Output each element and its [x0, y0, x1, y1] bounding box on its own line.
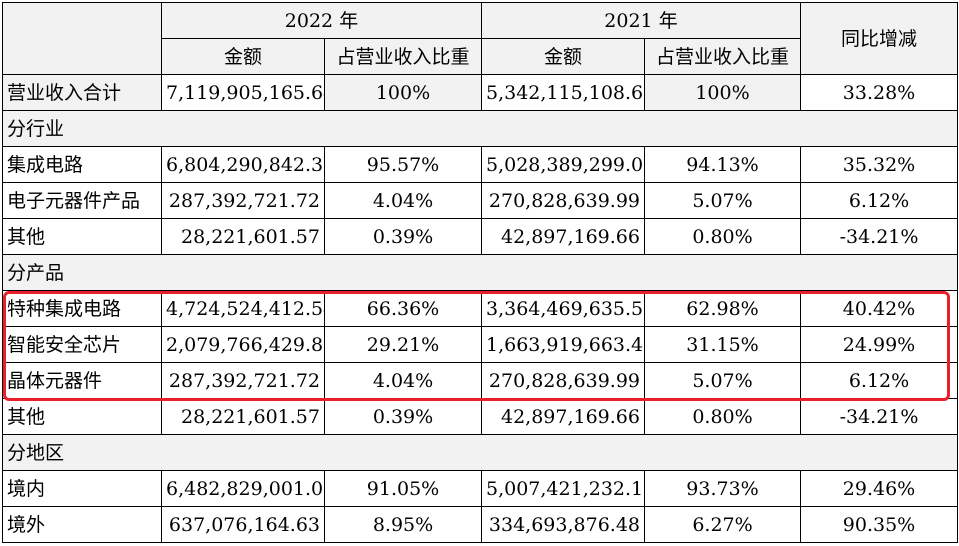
yoy: -34.21%: [800, 218, 958, 255]
pct-2022: 4.04%: [324, 362, 482, 399]
header-row-years: 2022 年 2021 年 同比增减: [2, 2, 958, 75]
table-row: 其他 28,221,601.57 0.39% 42,897,169.66 0.8…: [2, 218, 958, 255]
yoy: 35.32%: [800, 146, 958, 183]
row-label: 智能安全芯片: [2, 326, 162, 363]
header-row-columns: 金额 占营业收入比重 金额 占营业收入比重: [3, 38, 958, 75]
amount-2021: 3,364,469,635.55: [481, 290, 645, 327]
amount-2021: 5,007,421,232.17: [481, 470, 645, 507]
table-row: 智能安全芯片 2,079,766,429.81 29.21% 1,663,919…: [2, 326, 958, 363]
table-row: 其他 28,221,601.57 0.39% 42,897,169.66 0.8…: [2, 398, 958, 435]
row-label: 其他: [2, 398, 162, 435]
section-title: 分产品: [2, 254, 958, 291]
pct-2021: 93.73%: [644, 470, 801, 507]
header-year-2021: 2021 年: [481, 2, 801, 39]
row-label: 境外: [2, 506, 162, 543]
total-label: 营业收入合计: [2, 74, 162, 111]
amount-2022: 28,221,601.57: [161, 218, 325, 255]
table-row: 特种集成电路 4,724,524,412.54 66.36% 3,364,469…: [2, 290, 958, 327]
row-label: 境内: [2, 470, 162, 507]
pct-2022: 29.21%: [324, 326, 482, 363]
total-pct-2022: 100%: [324, 74, 482, 111]
yoy: 24.99%: [800, 326, 958, 363]
pct-2021: 31.15%: [644, 326, 801, 363]
section-header-row: 分行业: [2, 110, 958, 147]
pct-2022: 0.39%: [324, 398, 482, 435]
header-year-2022: 2022 年: [161, 2, 482, 39]
pct-2021: 0.80%: [644, 218, 801, 255]
yoy: 40.42%: [800, 290, 958, 327]
amount-2021: 42,897,169.66: [481, 218, 645, 255]
section-title: 分行业: [2, 110, 958, 147]
total-yoy: 33.28%: [800, 74, 958, 111]
table-row: 境内 6,482,829,001.01 91.05% 5,007,421,232…: [2, 470, 958, 507]
amount-2022: 2,079,766,429.81: [161, 326, 325, 363]
row-label: 电子元器件产品: [2, 182, 162, 219]
total-row: 营业收入合计 7,119,905,165.64 100% 5,342,115,1…: [2, 74, 958, 111]
header-amount-2022: 金额: [161, 38, 325, 75]
yoy: 6.12%: [800, 362, 958, 399]
amount-2021: 270,828,639.99: [481, 182, 645, 219]
total-amount-2021: 5,342,115,108.65: [481, 74, 645, 111]
pct-2021: 94.13%: [644, 146, 801, 183]
amount-2021: 5,028,389,299.00: [481, 146, 645, 183]
row-label: 特种集成电路: [2, 290, 162, 327]
table-row: 电子元器件产品 287,392,721.72 4.04% 270,828,639…: [2, 182, 958, 219]
header-yoy: 同比增减: [800, 2, 958, 75]
pct-2022: 66.36%: [324, 290, 482, 327]
amount-2022: 637,076,164.63: [161, 506, 325, 543]
amount-2021: 270,828,639.99: [481, 362, 645, 399]
row-label: 其他: [2, 218, 162, 255]
pct-2021: 5.07%: [644, 182, 801, 219]
amount-2022: 6,804,290,842.35: [161, 146, 325, 183]
section-header-row: 分地区: [2, 434, 958, 471]
amount-2021: 334,693,876.48: [481, 506, 645, 543]
yoy: -34.21%: [800, 398, 958, 435]
pct-2021: 62.98%: [644, 290, 801, 327]
yoy: 90.35%: [800, 506, 958, 543]
amount-2021: 42,897,169.66: [481, 398, 645, 435]
pct-2022: 95.57%: [324, 146, 482, 183]
amount-2022: 287,392,721.72: [161, 182, 325, 219]
pct-2021: 0.80%: [644, 398, 801, 435]
pct-2022: 0.39%: [324, 218, 482, 255]
pct-2022: 4.04%: [324, 182, 482, 219]
pct-2021: 6.27%: [644, 506, 801, 543]
amount-2022: 6,482,829,001.01: [161, 470, 325, 507]
yoy: 29.46%: [800, 470, 958, 507]
amount-2021: 1,663,919,663.45: [481, 326, 645, 363]
header-amount-2021: 金额: [481, 38, 645, 75]
total-amount-2022: 7,119,905,165.64: [161, 74, 325, 111]
section-header-row: 分产品: [2, 254, 958, 291]
total-pct-2021: 100%: [644, 74, 801, 111]
amount-2022: 4,724,524,412.54: [161, 290, 325, 327]
amount-2022: 28,221,601.57: [161, 398, 325, 435]
table-row: 境外 637,076,164.63 8.95% 334,693,876.48 6…: [2, 506, 958, 543]
header-corner-cell: [2, 2, 162, 75]
table-row: 晶体元器件 287,392,721.72 4.04% 270,828,639.9…: [2, 362, 958, 399]
header-ratio-2021: 占营业收入比重: [644, 38, 801, 75]
row-label: 晶体元器件: [2, 362, 162, 399]
pct-2022: 8.95%: [324, 506, 482, 543]
pct-2021: 5.07%: [644, 362, 801, 399]
row-label: 集成电路: [2, 146, 162, 183]
amount-2022: 287,392,721.72: [161, 362, 325, 399]
pct-2022: 91.05%: [324, 470, 482, 507]
yoy: 6.12%: [800, 182, 958, 219]
table-row: 集成电路 6,804,290,842.35 95.57% 5,028,389,2…: [2, 146, 958, 183]
header-ratio-2022: 占营业收入比重: [324, 38, 482, 75]
section-title: 分地区: [2, 434, 958, 471]
